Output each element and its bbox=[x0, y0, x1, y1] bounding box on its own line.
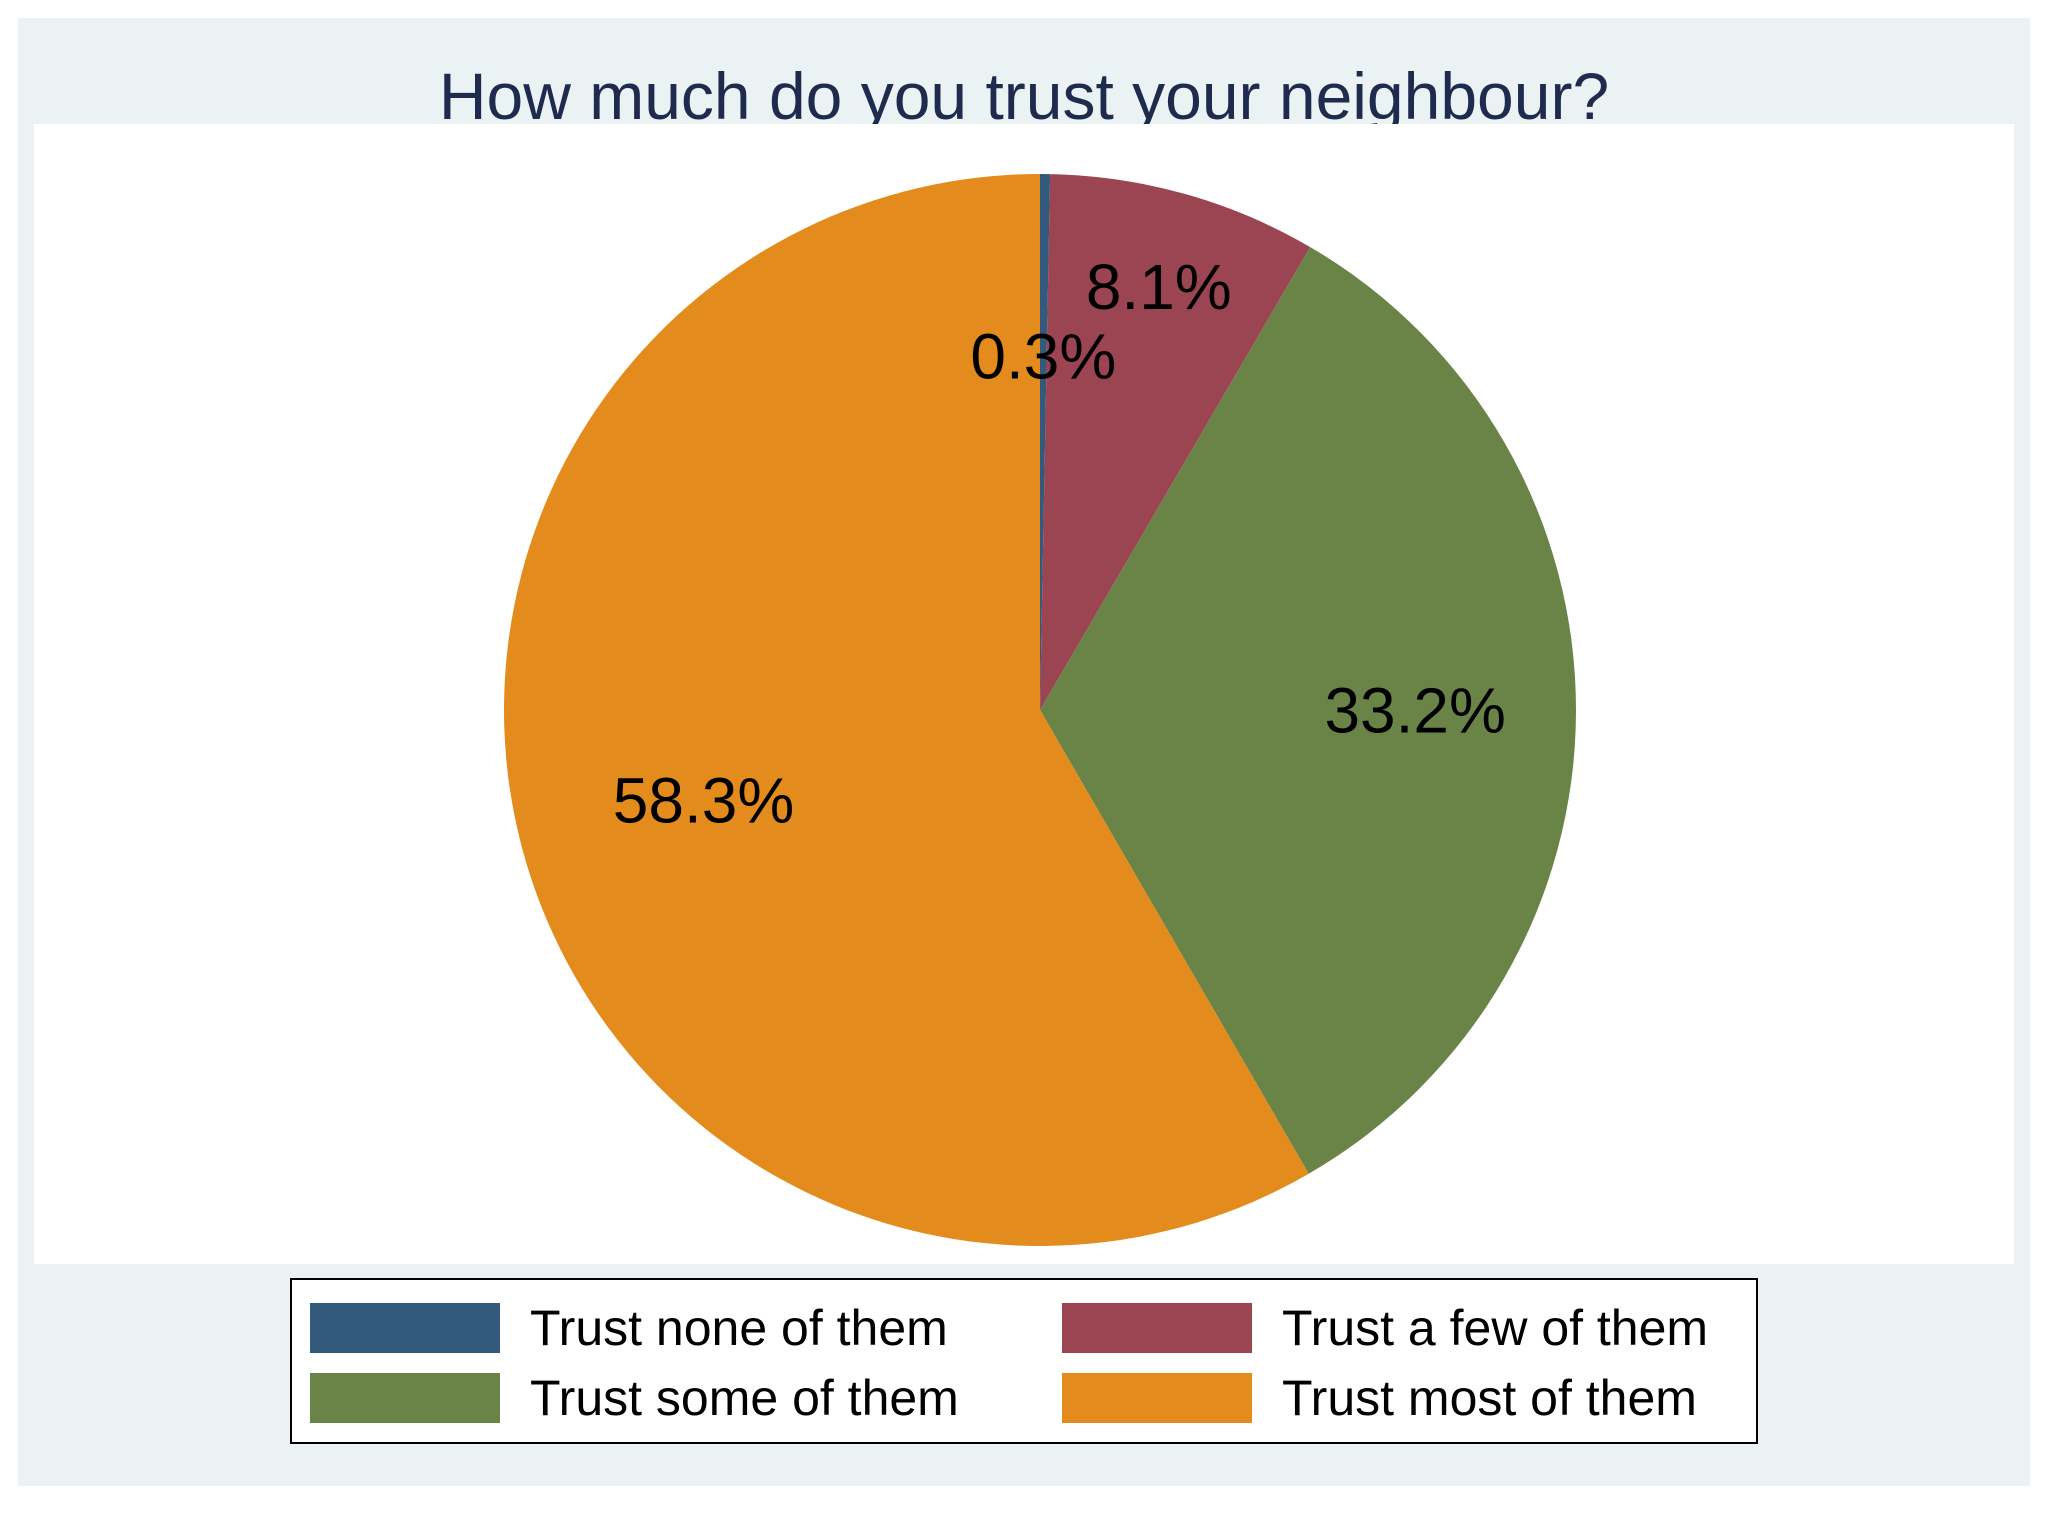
legend-swatch-trust-some bbox=[310, 1373, 500, 1423]
legend-swatch-trust-most bbox=[1062, 1373, 1252, 1423]
legend-item-trust-few: Trust a few of them bbox=[1062, 1300, 1708, 1356]
legend-item-trust-none: Trust none of them bbox=[310, 1300, 948, 1356]
legend-item-trust-some: Trust some of them bbox=[310, 1370, 959, 1426]
chart-frame: How much do you trust your neighbour? 0.… bbox=[18, 18, 2030, 1486]
pie-label-trust-most-of-them: 58.3% bbox=[613, 764, 794, 836]
pie-slice-trust-a-few-of-them bbox=[1040, 174, 1311, 711]
legend: Trust none of them Trust a few of them T… bbox=[290, 1278, 1758, 1444]
legend-label-trust-none: Trust none of them bbox=[530, 1300, 948, 1356]
chart-title: How much do you trust your neighbour? bbox=[438, 59, 1610, 133]
pie-slice-trust-most-of-them bbox=[503, 174, 1309, 1246]
pie-label-trust-a-few-of-them: 8.1% bbox=[1086, 251, 1232, 323]
legend-label-trust-few: Trust a few of them bbox=[1282, 1300, 1709, 1356]
pie-label-trust-none-of-them: 0.3% bbox=[970, 320, 1116, 392]
legend-label-trust-some: Trust some of them bbox=[530, 1370, 959, 1426]
pie-label-trust-some-of-them: 33.2% bbox=[1324, 675, 1505, 747]
legend-swatch-trust-none bbox=[310, 1303, 500, 1353]
pie-slice-trust-none-of-them bbox=[1040, 174, 1051, 710]
pie-labels: 0.3%8.1% 33.2% 58.3% bbox=[613, 251, 1506, 837]
legend-swatch-trust-few bbox=[1062, 1303, 1252, 1353]
pie-slice-trust-some-of-them bbox=[1040, 247, 1576, 1174]
pie-slices bbox=[503, 174, 1576, 1246]
plot-region: 0.3% 8.1% 33.2% 58.3% bbox=[34, 124, 2014, 1264]
legend-label-trust-most: Trust most of them bbox=[1282, 1370, 1697, 1426]
pie-chart: 0.3%8.1% 33.2% 58.3% bbox=[503, 174, 1576, 1246]
legend-item-trust-most: Trust most of them bbox=[1062, 1370, 1697, 1426]
